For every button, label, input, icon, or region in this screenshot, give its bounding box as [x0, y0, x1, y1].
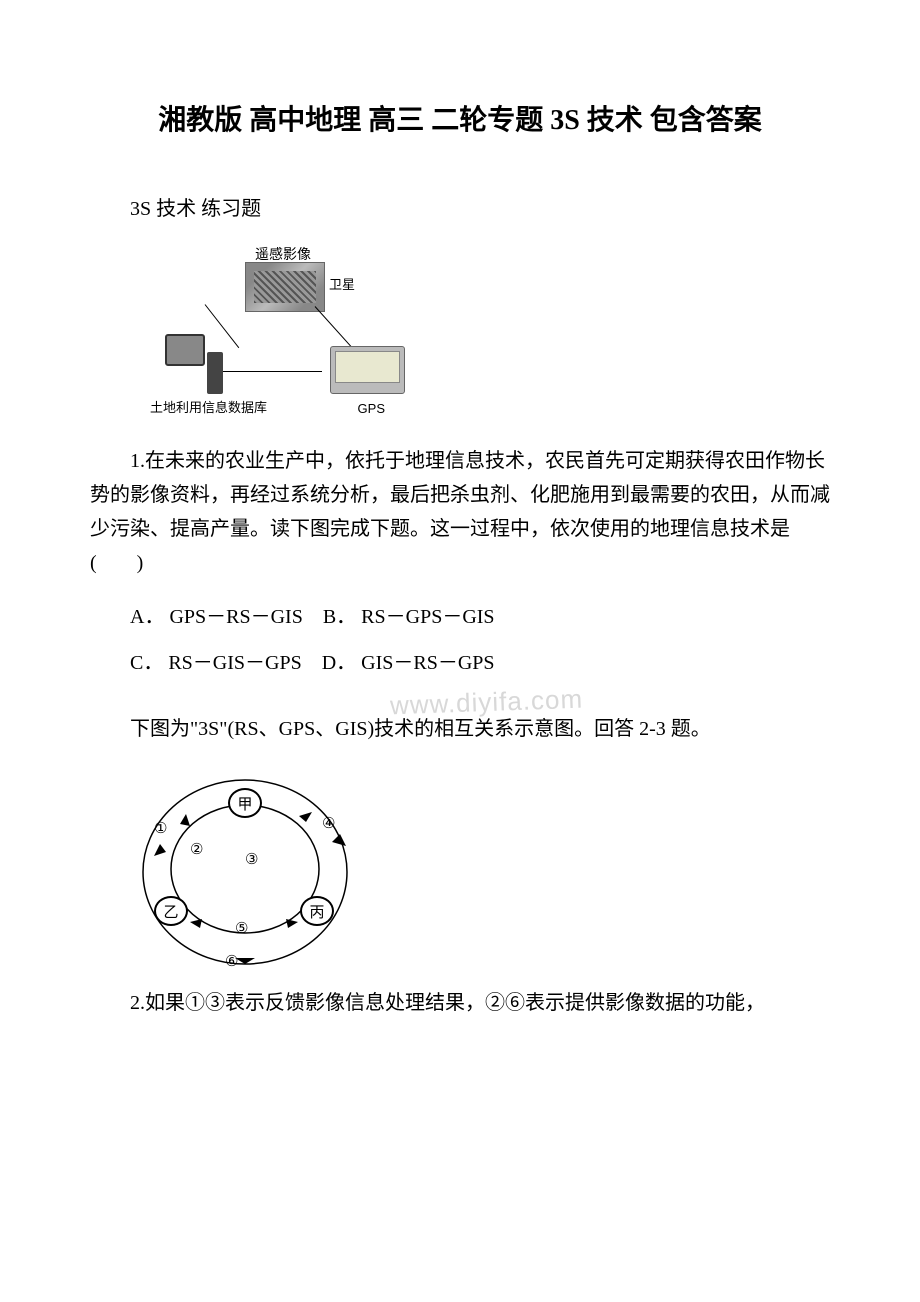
- label-3: ③: [245, 850, 258, 869]
- label-6: ⑥: [225, 952, 238, 971]
- document-title: 湘教版 高中地理 高三 二轮专题 3S 技术 包含答案: [90, 100, 830, 142]
- intro-text: 3S 技术 练习题: [90, 192, 830, 226]
- section-2-intro: 下图为"3S"(RS、GPS、GIS)技术的相互关系示意图。回答 2-3 题。: [90, 712, 830, 746]
- question-1-choices-row2: C． RS－GIS－GPS D． GIS－RS－GPS: [130, 644, 830, 682]
- satellite-icon: [245, 262, 325, 312]
- node-left: 乙: [154, 896, 188, 926]
- label-5: ⑤: [235, 919, 248, 938]
- question-1-choices-row1: A． GPS－RS－GIS B． RS－GPS－GIS: [130, 598, 830, 636]
- figure1-satellite-label: 卫星: [329, 274, 355, 293]
- node-right: 丙: [300, 896, 334, 926]
- label-1: ①: [154, 819, 167, 838]
- node-top: 甲: [228, 788, 262, 818]
- choice-a: A． GPS－RS－GIS: [130, 606, 303, 628]
- connector-line: [222, 371, 322, 372]
- choice-b: B． RS－GPS－GIS: [323, 606, 495, 628]
- figure1-bottom-right-label: GPS: [358, 401, 385, 416]
- label-4: ④: [322, 814, 335, 833]
- gps-device-icon: [330, 346, 405, 394]
- choice-c: C． RS－GIS－GPS: [130, 652, 302, 674]
- choice-d: D． GIS－RS－GPS: [322, 652, 495, 674]
- question-2-text: 2.如果①③表示反馈影像信息处理结果，②⑥表示提供影像数据的功能，: [90, 986, 830, 1020]
- figure-2-relationship-diagram: 甲 乙 丙 ① ② ③ ④ ⑤ ⑥: [130, 764, 360, 974]
- document-content: 湘教版 高中地理 高三 二轮专题 3S 技术 包含答案 3S 技术 练习题 遥感…: [90, 100, 830, 1020]
- computer-icon: [165, 334, 215, 394]
- question-1-text: 1.在未来的农业生产中，依托于地理信息技术，农民首先可定期获得农田作物长势的影像…: [90, 444, 830, 580]
- figure1-bottom-left-label: 土地利用信息数据库: [150, 397, 267, 416]
- figure-1-3s-diagram: 遥感影像 卫星 土地利用信息数据库 GPS: [150, 244, 420, 424]
- figure1-top-label: 遥感影像: [255, 244, 311, 264]
- label-2: ②: [190, 840, 203, 859]
